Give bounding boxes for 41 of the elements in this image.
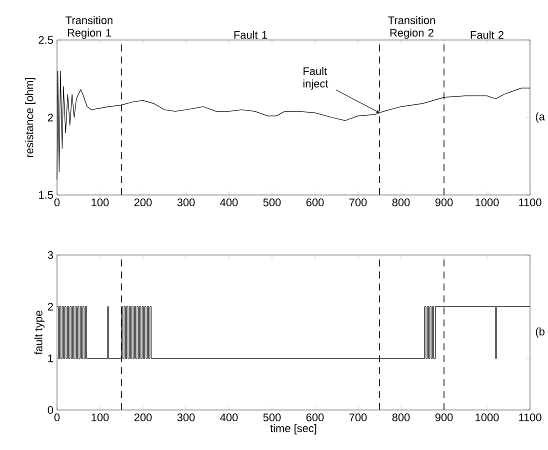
x-tick-label: 0 [54,414,60,422]
x-tick-label: 900 [435,198,453,206]
y-tick-label: 2.5 [38,36,54,44]
x-tick-label: 500 [263,414,281,422]
x-tick-label: 500 [263,198,281,206]
x-tick-label: 200 [134,414,152,422]
x-tick-label: 600 [306,414,324,422]
text: Fault 2 [470,30,504,39]
x-tick-label: 300 [177,414,195,422]
x-tick-label: 0 [54,198,60,206]
text: Transition Region 1 [66,16,112,39]
annotation: Fault inject [303,66,328,90]
x-tick-label: 1000 [476,414,499,422]
text: (a [536,112,545,123]
x-tick-label: 300 [177,198,195,206]
text: (b [536,327,544,338]
x-tick-label: 800 [392,198,410,206]
x-tick-label: 900 [435,414,453,422]
x-tick-label: 200 [134,198,152,206]
x-tick-label: 800 [392,414,410,422]
y-axis-title: fault type [34,310,45,355]
y-tick-label: 1.5 [39,191,54,199]
y-tick-label: 2 [48,302,53,310]
y-tick-label: 3 [48,251,53,259]
x-tick-label: 400 [220,198,238,206]
y-axis-title: resistance [ohm] [25,78,36,157]
x-tick-label: 1100 [519,414,542,422]
x-tick-label: 700 [349,198,367,206]
x-tick-label: 100 [92,414,109,422]
x-tick-label: 1000 [476,198,499,206]
y-tick-label: 2 [48,114,53,122]
x-tick-label: 600 [306,198,324,206]
x-tick-label: 700 [349,414,367,422]
x-tick-label: 1100 [519,198,542,206]
y-tick-label: 1 [48,354,53,362]
x-tick-label: 100 [92,198,109,206]
text: Transition Region 2 [388,16,435,39]
x-axis-title: time [sec] [270,424,316,434]
y-tick-label: 0 [48,406,54,414]
x-tick-label: 400 [220,414,238,422]
text: Fault 1 [234,30,268,39]
